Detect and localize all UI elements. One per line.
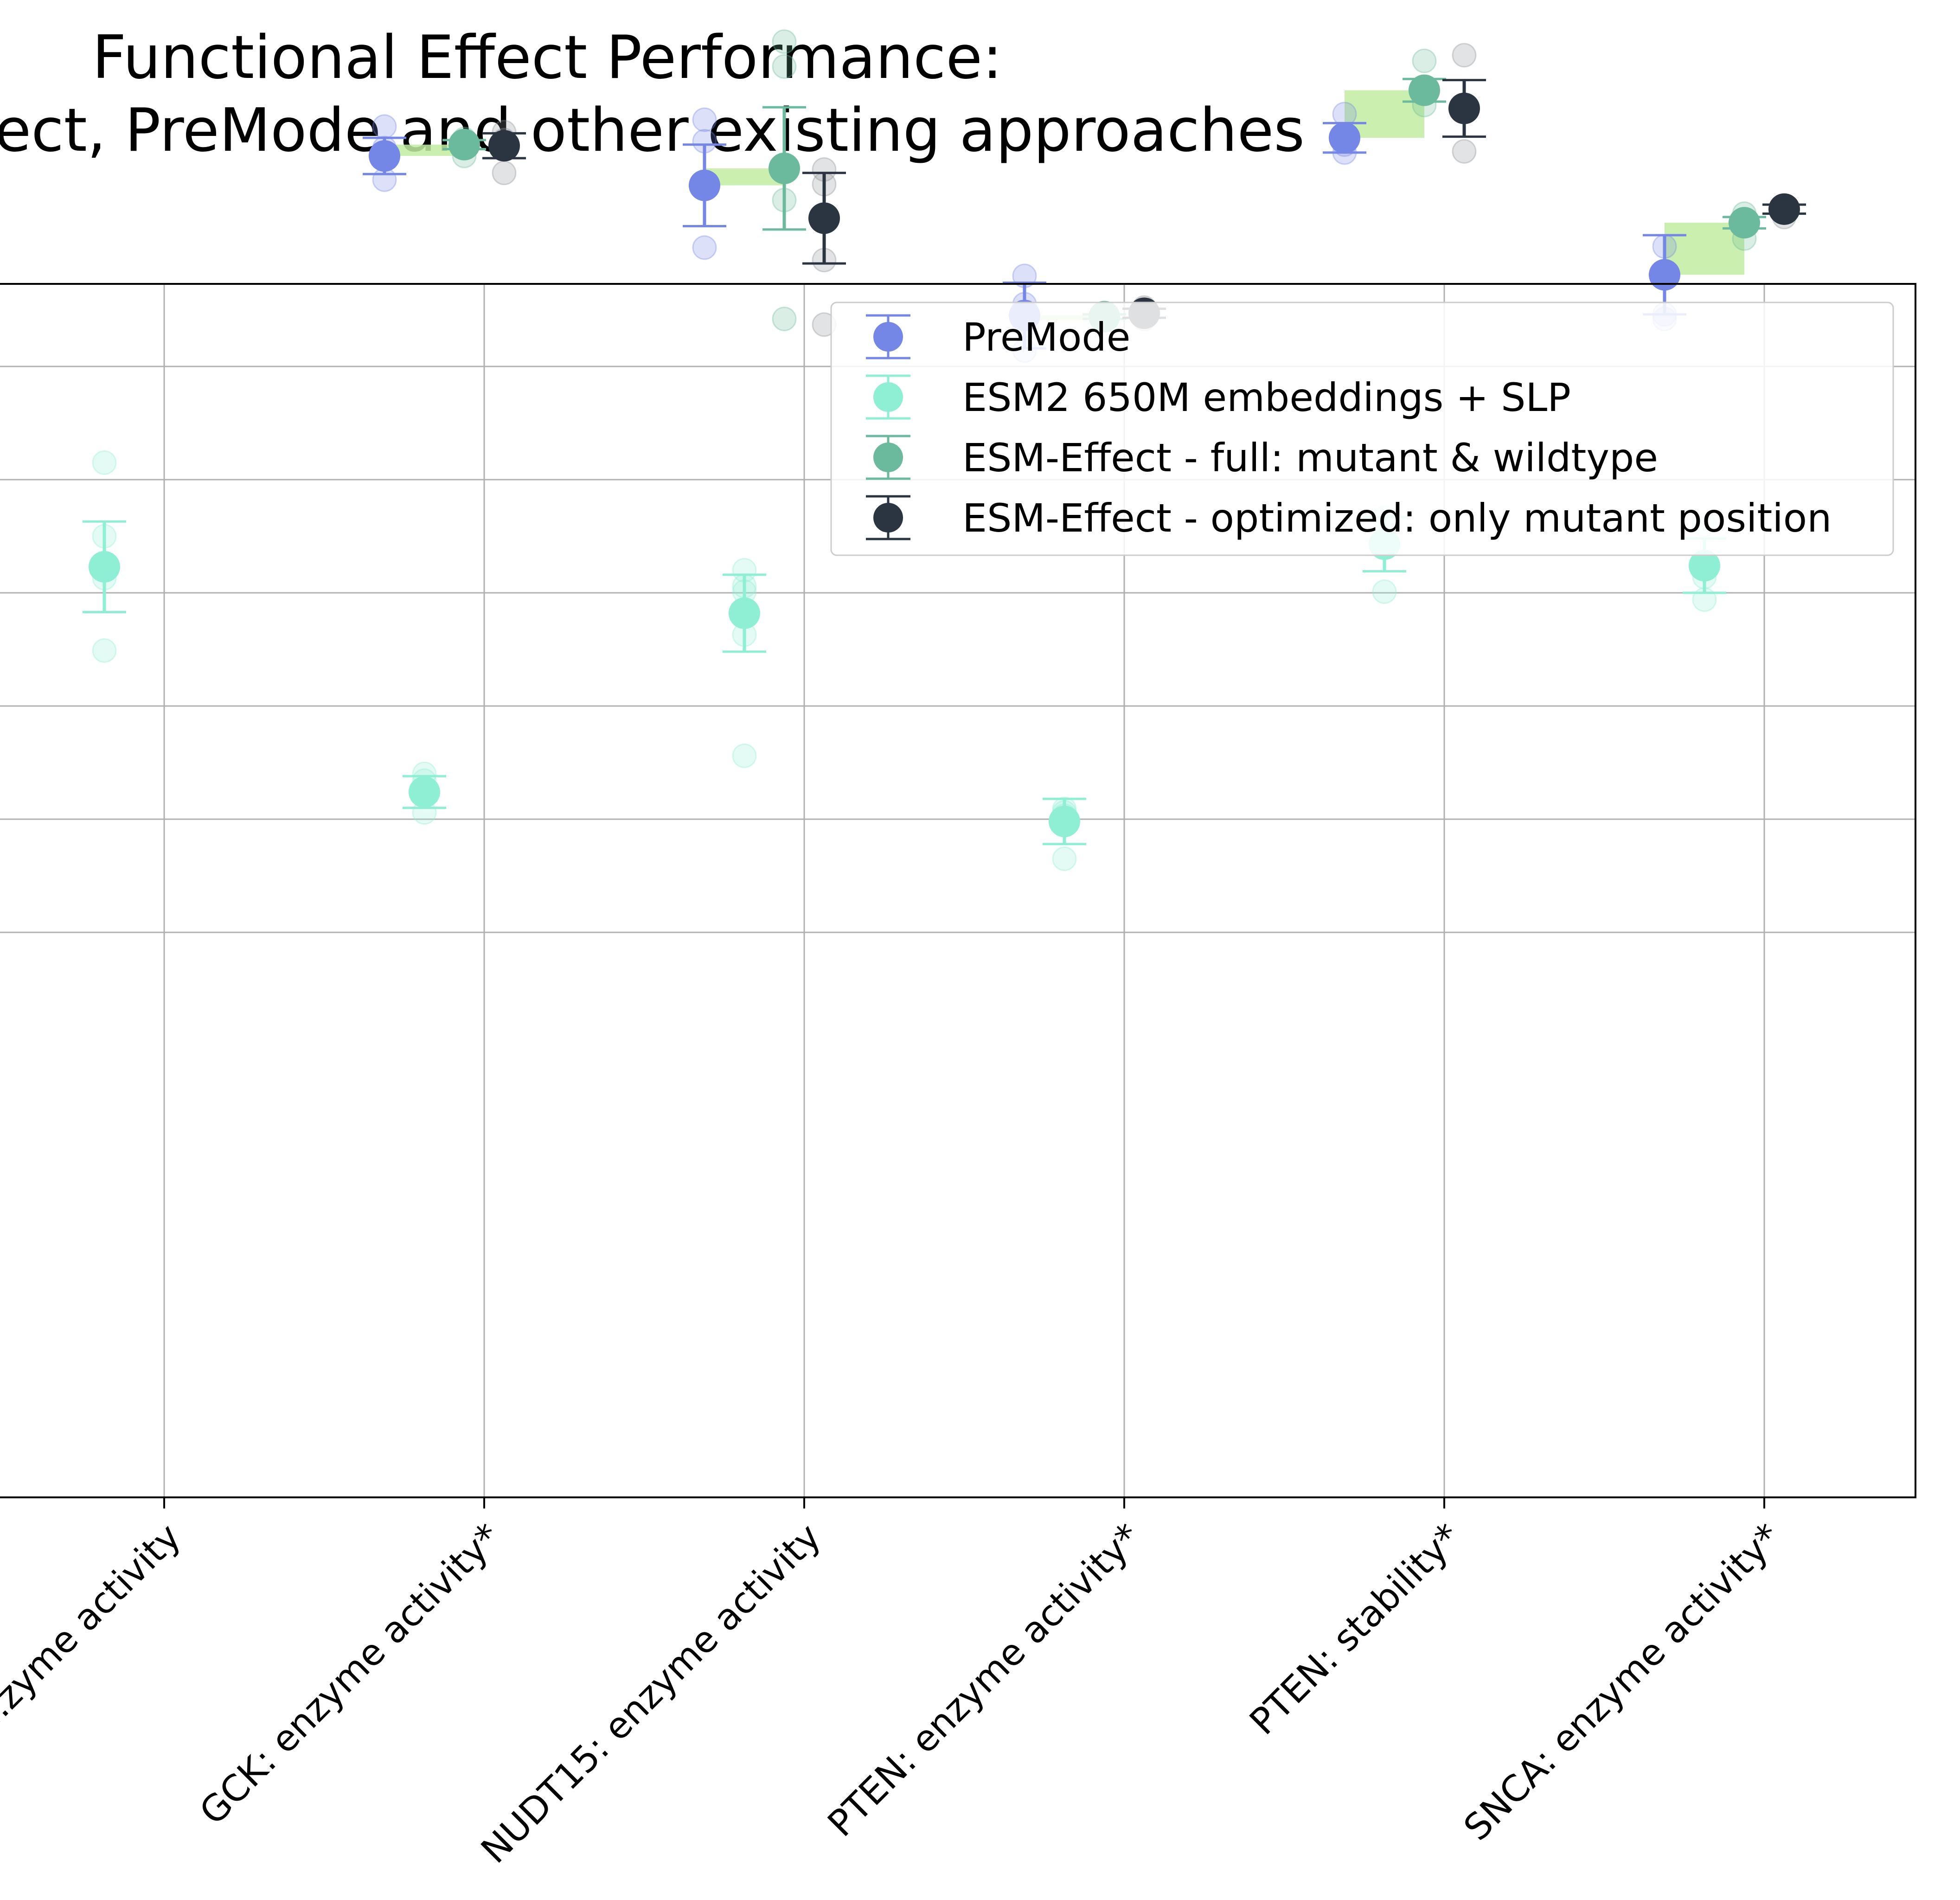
improvement-box xyxy=(1665,223,1744,275)
mean-marker xyxy=(1329,122,1360,154)
x-tick-label: PTEN: enzyme activity* xyxy=(820,1516,1149,1845)
chart-title-line-1: Functional Effect Performance: xyxy=(92,23,1002,92)
legend-marker xyxy=(873,443,903,472)
run-point xyxy=(1412,48,1437,73)
legend-box xyxy=(830,302,1894,556)
legend-label: ESM-Effect - optimized: only mutant posi… xyxy=(962,495,1832,541)
x-tick-label: SNCA: enzyme activity* xyxy=(1456,1516,1789,1849)
chart-title-line-2: ESMEffect, PreMode and other existing ap… xyxy=(0,96,1305,165)
x-ticks: ...zyme activity GCK: enzyme activity*NUD… xyxy=(0,1497,1789,1871)
mean-marker xyxy=(488,130,520,162)
run-point xyxy=(692,235,717,260)
mean-marker xyxy=(1448,92,1480,124)
legend-marker xyxy=(873,503,903,533)
run-point xyxy=(772,29,797,54)
legend-marker xyxy=(873,322,903,352)
mean-marker xyxy=(729,597,760,629)
mean-marker xyxy=(689,169,720,201)
run-point xyxy=(1452,139,1477,164)
x-tick-label: NUDT15: enzyme activity xyxy=(474,1516,829,1872)
run-point xyxy=(772,307,797,332)
run-point xyxy=(372,114,397,139)
legend-label: ESM2 650M embeddings + SLP xyxy=(962,375,1571,420)
mean-marker xyxy=(1768,193,1800,225)
mean-marker xyxy=(448,128,480,160)
legend-label: PreMode xyxy=(962,315,1130,360)
run-point xyxy=(92,638,117,663)
x-tick-label: ...zyme activity xyxy=(0,1516,189,1741)
run-point xyxy=(732,743,757,768)
run-point xyxy=(1372,579,1397,604)
legend: PreMode ESM2 650M embeddings + SLP ESM-Eff… xyxy=(830,302,1894,556)
mean-marker xyxy=(369,140,400,172)
mean-marker xyxy=(89,551,120,583)
x-tick-label: PTEN: stability* xyxy=(1242,1516,1469,1743)
mean-marker xyxy=(1049,805,1080,837)
mean-marker xyxy=(1689,550,1720,582)
plot-frame xyxy=(0,283,1916,1498)
x-tick-label: GCK: enzyme activity* xyxy=(192,1516,509,1833)
run-point xyxy=(492,160,517,186)
legend-marker xyxy=(873,382,903,412)
mean-marker xyxy=(769,153,800,184)
mean-marker xyxy=(409,776,440,808)
legend-label: ESM-Effect - full: mutant & wildtype xyxy=(962,435,1658,481)
run-point xyxy=(92,450,117,475)
mean-marker xyxy=(808,202,840,234)
run-point xyxy=(772,54,797,79)
run-point xyxy=(1052,846,1077,871)
mean-marker xyxy=(1409,74,1440,106)
run-point xyxy=(1452,43,1477,68)
mean-marker xyxy=(1649,259,1680,291)
run-point xyxy=(692,107,717,132)
mean-marker xyxy=(1729,207,1760,239)
